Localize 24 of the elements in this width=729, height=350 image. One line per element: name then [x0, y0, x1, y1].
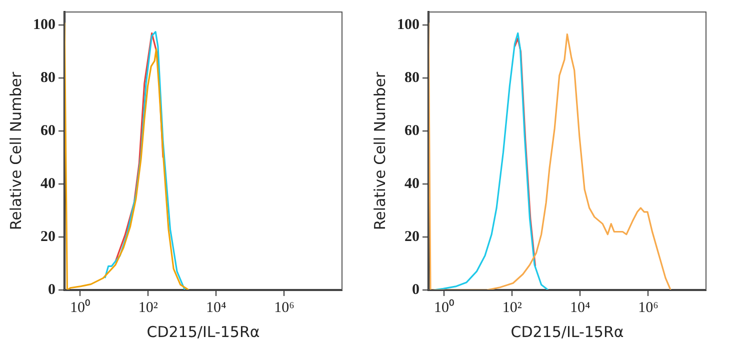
x-axis-title: CD215/IL-15Rα	[510, 322, 624, 341]
x-tick-label: 10⁶	[638, 300, 658, 316]
y-tick-label: 40	[404, 176, 420, 192]
x-tick-label: 10⁴	[570, 300, 590, 316]
y-tick-label: 60	[404, 123, 420, 140]
x-axis-title: CD215/IL-15Rα	[146, 322, 260, 341]
x-tick-label: 10⁶	[274, 300, 294, 316]
y-axis-title: Relative Cell Number	[6, 71, 25, 230]
y-axis-title: Relative Cell Number	[370, 71, 389, 230]
y-tick-label: 40	[40, 176, 56, 192]
y-tick-label: 80	[40, 70, 56, 86]
x-tick-label: 10⁰	[434, 298, 454, 316]
y-tick-label: 100	[397, 17, 420, 34]
x-tick-label: 10⁰	[70, 298, 90, 316]
y-tick-label: 60	[40, 123, 56, 140]
x-tick-label: 10⁴	[206, 300, 226, 316]
y-tick-label: 0	[48, 282, 56, 298]
y-tick-label: 0	[412, 282, 420, 298]
y-tick-label: 20	[404, 228, 420, 245]
x-tick-label: 10²	[138, 300, 158, 316]
y-tick-label: 100	[33, 17, 56, 34]
x-tick-label: 10²	[502, 300, 522, 316]
y-tick-label: 80	[404, 70, 420, 86]
y-tick-label: 20	[40, 228, 56, 245]
